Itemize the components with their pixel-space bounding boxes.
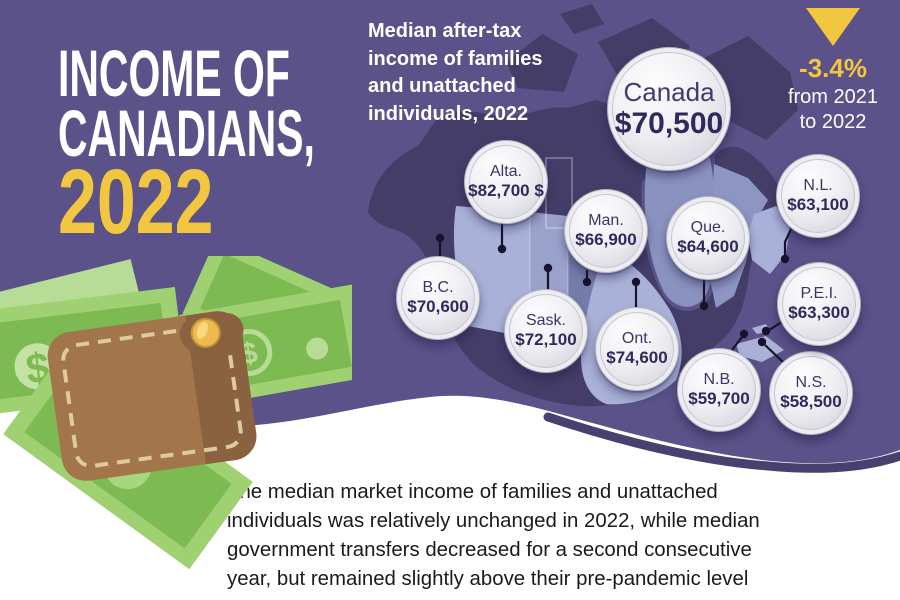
province-value: $70,600 (407, 297, 469, 316)
province-label: N.L. (803, 177, 833, 194)
province-badge-man: Man. $66,900 (564, 189, 648, 273)
province-value: $63,300 (788, 303, 850, 322)
province-badge-bc: B.C. $70,600 (396, 256, 480, 340)
newfoundland-island (748, 206, 790, 274)
province-badge-nl: N.L. $63,100 (776, 154, 860, 238)
province-label: B.C. (422, 279, 454, 296)
province-badge-pei: P.E.I. $63,300 (777, 262, 861, 346)
province-label: N.B. (703, 371, 735, 388)
province-value: $72,100 (515, 330, 577, 349)
page-title-line1: INCOME OF (58, 36, 290, 110)
province-badge-que: Que. $64,600 (666, 196, 750, 280)
province-value: $58,500 (780, 392, 842, 411)
change-caption-line1: from 2021 (787, 86, 879, 108)
province-value: $82,700 $ (468, 181, 544, 200)
change-value: -3.4% (799, 53, 867, 83)
province-label: P.E.I. (800, 285, 838, 302)
province-value: $66,900 (575, 230, 637, 249)
page-title-line2: CANADIANS, (58, 96, 315, 170)
province-value: $64,600 (677, 237, 739, 256)
page-title-year: 2022 (58, 151, 214, 253)
down-triangle-icon (806, 8, 860, 46)
province-badge-nb: N.B. $59,700 (677, 348, 761, 432)
arctic-island (560, 4, 604, 34)
arctic-island (506, 34, 578, 92)
canada-badge: Canada $70,500 (607, 47, 731, 171)
province-label: Sask. (525, 312, 566, 329)
province-value: $63,100 (787, 195, 849, 214)
province-label: Man. (588, 212, 624, 229)
province-label: N.S. (795, 374, 827, 391)
footer-paragraph: The median market income of families and… (227, 481, 760, 590)
nova-scotia-region (736, 336, 784, 362)
province-label: Ont. (621, 330, 653, 347)
wallet-body (47, 311, 257, 481)
province-badge-ont: Ont. $74,600 (595, 307, 679, 391)
wave-shadow-band (543, 412, 900, 473)
province-label: Que. (690, 219, 726, 236)
subtitle: Median after-tax income of families and … (368, 20, 543, 125)
province-badge-alta: Alta. $82,700 $ (464, 140, 548, 224)
province-label: Alta. (489, 163, 522, 180)
province-badge-ns: N.S. $58,500 (769, 351, 853, 435)
province-value: $59,700 (688, 389, 750, 408)
province-badge-sask: Sask. $72,100 (504, 289, 588, 373)
canada-badge-value: $70,500 (614, 107, 724, 140)
change-indicator: -3.4% from 2021 to 2022 (756, 8, 900, 134)
wallet-icon: $ $ (0, 256, 352, 570)
province-value: $74,600 (606, 348, 668, 367)
canada-badge-label: Canada (623, 77, 715, 107)
change-caption-line2: to 2022 (799, 111, 867, 133)
